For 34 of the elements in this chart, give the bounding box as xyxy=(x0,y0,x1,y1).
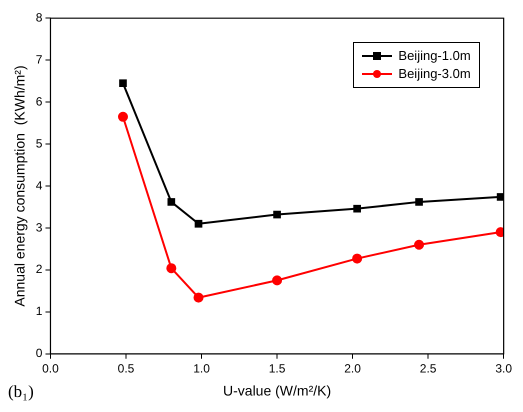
point xyxy=(414,240,424,250)
y-tick-label: 5 xyxy=(36,136,43,150)
point xyxy=(272,275,282,286)
point xyxy=(496,193,504,201)
y-axis-title: Annual energy consumption (KWh/m²) xyxy=(11,65,28,307)
point xyxy=(353,204,361,212)
x-tick-label: 0.5 xyxy=(118,361,135,376)
y-tick-label: 7 xyxy=(36,52,43,66)
point xyxy=(194,292,204,303)
point xyxy=(119,79,127,88)
point xyxy=(166,263,176,274)
point xyxy=(415,198,423,206)
legend-label: Beijing-1.0m xyxy=(398,47,471,66)
point xyxy=(118,112,128,122)
y-tick-label: 3 xyxy=(36,220,43,234)
y-tick-label: 0 xyxy=(36,346,43,360)
point xyxy=(194,220,202,228)
x-tick-label: 3.0 xyxy=(495,361,512,376)
y-tick-label: 6 xyxy=(36,94,43,108)
point xyxy=(352,254,362,264)
y-tick-label: 2 xyxy=(36,262,43,276)
text: (b₁) xyxy=(8,382,34,402)
x-tick-label: 2.0 xyxy=(344,361,362,376)
point xyxy=(273,210,281,218)
x-tick-label: 0.0 xyxy=(42,361,60,376)
y-tick-label: 4 xyxy=(36,178,43,192)
x-axis-title: U-value (W/m²/K) xyxy=(223,382,332,398)
x-tick-label: 2.5 xyxy=(420,361,437,376)
x-tick-label: 1.0 xyxy=(193,361,210,376)
x-tick-label: 1.5 xyxy=(268,361,286,376)
point xyxy=(167,198,176,206)
y-tick-label: 1 xyxy=(36,304,43,318)
legend-label: Beijing-3.0m xyxy=(398,65,471,84)
y-tick-label: 8 xyxy=(36,10,43,25)
